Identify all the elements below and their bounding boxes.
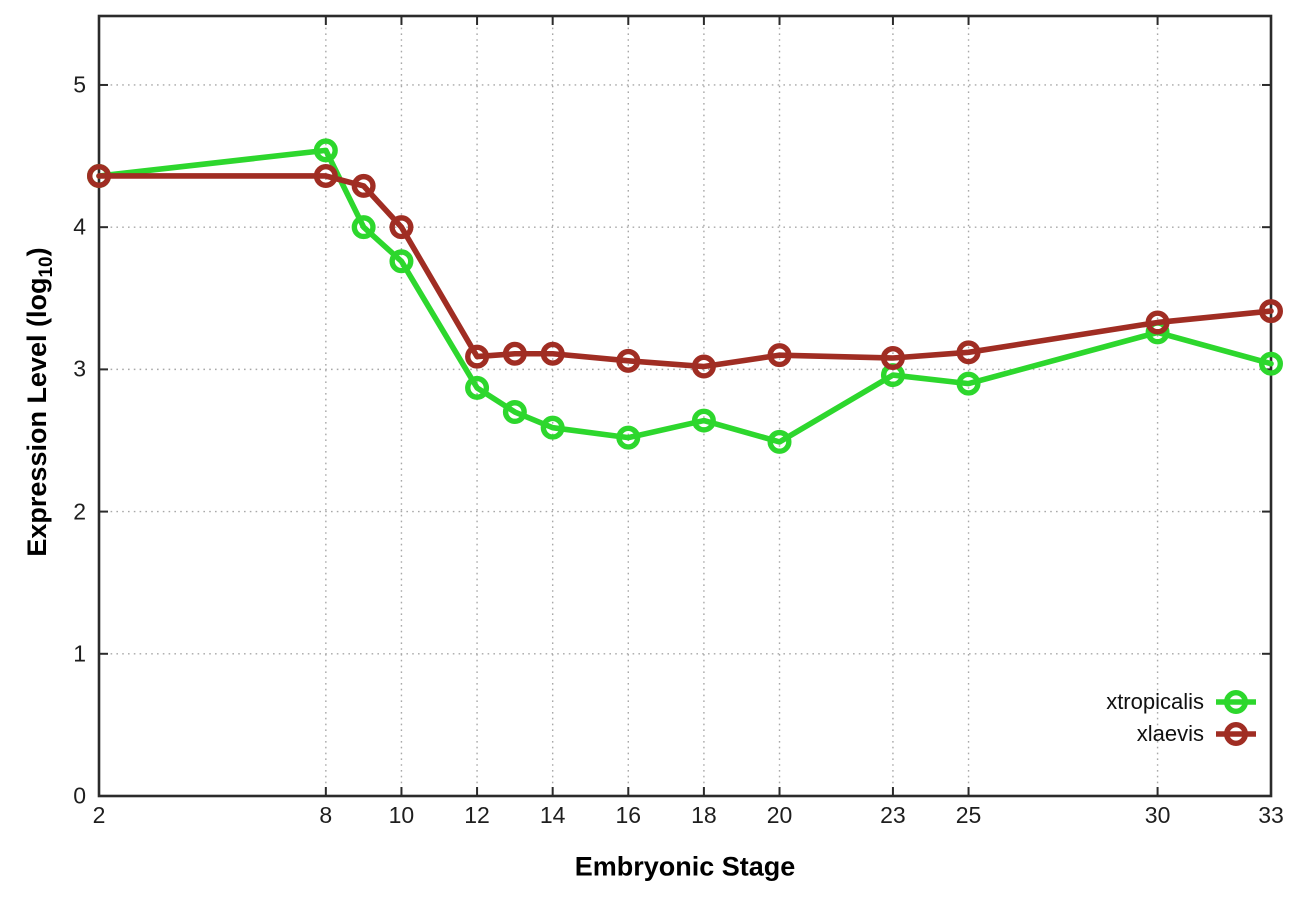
legend-circle bbox=[1223, 721, 1249, 746]
y-axis-label-text: Expression Level (log bbox=[21, 277, 52, 557]
series-line-xtropicalis bbox=[96, 147, 1274, 445]
data-point-xtropicalis bbox=[465, 375, 490, 400]
data-point-xlaevis bbox=[313, 163, 338, 188]
series-line-xlaevis bbox=[96, 173, 1274, 370]
data-point-xtropicalis bbox=[351, 215, 376, 240]
data-point-xtropicalis bbox=[389, 249, 414, 274]
data-point-xtropicalis bbox=[767, 429, 792, 454]
legend-circle bbox=[1223, 689, 1249, 714]
x-axis-label: Embryonic Stage bbox=[574, 851, 796, 882]
legend: xtropicalis xlaevis bbox=[1106, 687, 1258, 748]
data-point-xtropicalis bbox=[502, 400, 527, 425]
legend-item-xtropicalis: xtropicalis bbox=[1106, 687, 1258, 716]
legend-label-xlaevis: xlaevis bbox=[1136, 720, 1204, 746]
y-axis-label: Expression Level (log10) bbox=[22, 247, 58, 556]
legend-marker-xtropicalis bbox=[1216, 689, 1256, 714]
data-point-xlaevis bbox=[351, 173, 376, 198]
data-point-xtropicalis bbox=[616, 425, 641, 450]
data-point-xtropicalis bbox=[691, 408, 716, 433]
legend-item-xlaevis: xlaevis bbox=[1106, 719, 1258, 748]
data-point-xlaevis bbox=[616, 348, 641, 373]
data-point-xlaevis bbox=[880, 346, 905, 371]
plot-border bbox=[97, 14, 1273, 798]
data-point-xtropicalis bbox=[313, 138, 338, 163]
data-point-xtropicalis bbox=[1258, 351, 1283, 376]
data-point-xlaevis bbox=[691, 354, 716, 379]
data-point-xlaevis bbox=[956, 340, 981, 365]
data-point-xtropicalis bbox=[540, 415, 565, 440]
data-point-xlaevis bbox=[389, 215, 414, 240]
data-point-xlaevis bbox=[465, 344, 490, 369]
y-axis-label-suffix: ) bbox=[21, 247, 52, 257]
data-point-xlaevis bbox=[540, 341, 565, 366]
data-point-xlaevis bbox=[1145, 310, 1170, 335]
data-point-xlaevis bbox=[502, 341, 527, 366]
data-point-xlaevis bbox=[1258, 299, 1283, 324]
y-axis-label-subscript: 10 bbox=[36, 256, 58, 278]
legend-marker-xlaevis bbox=[1216, 721, 1256, 746]
data-point-xlaevis bbox=[86, 163, 111, 188]
data-point-xlaevis bbox=[767, 343, 792, 368]
legend-label-xtropicalis: xtropicalis bbox=[1106, 688, 1204, 714]
data-point-xtropicalis bbox=[956, 371, 981, 396]
